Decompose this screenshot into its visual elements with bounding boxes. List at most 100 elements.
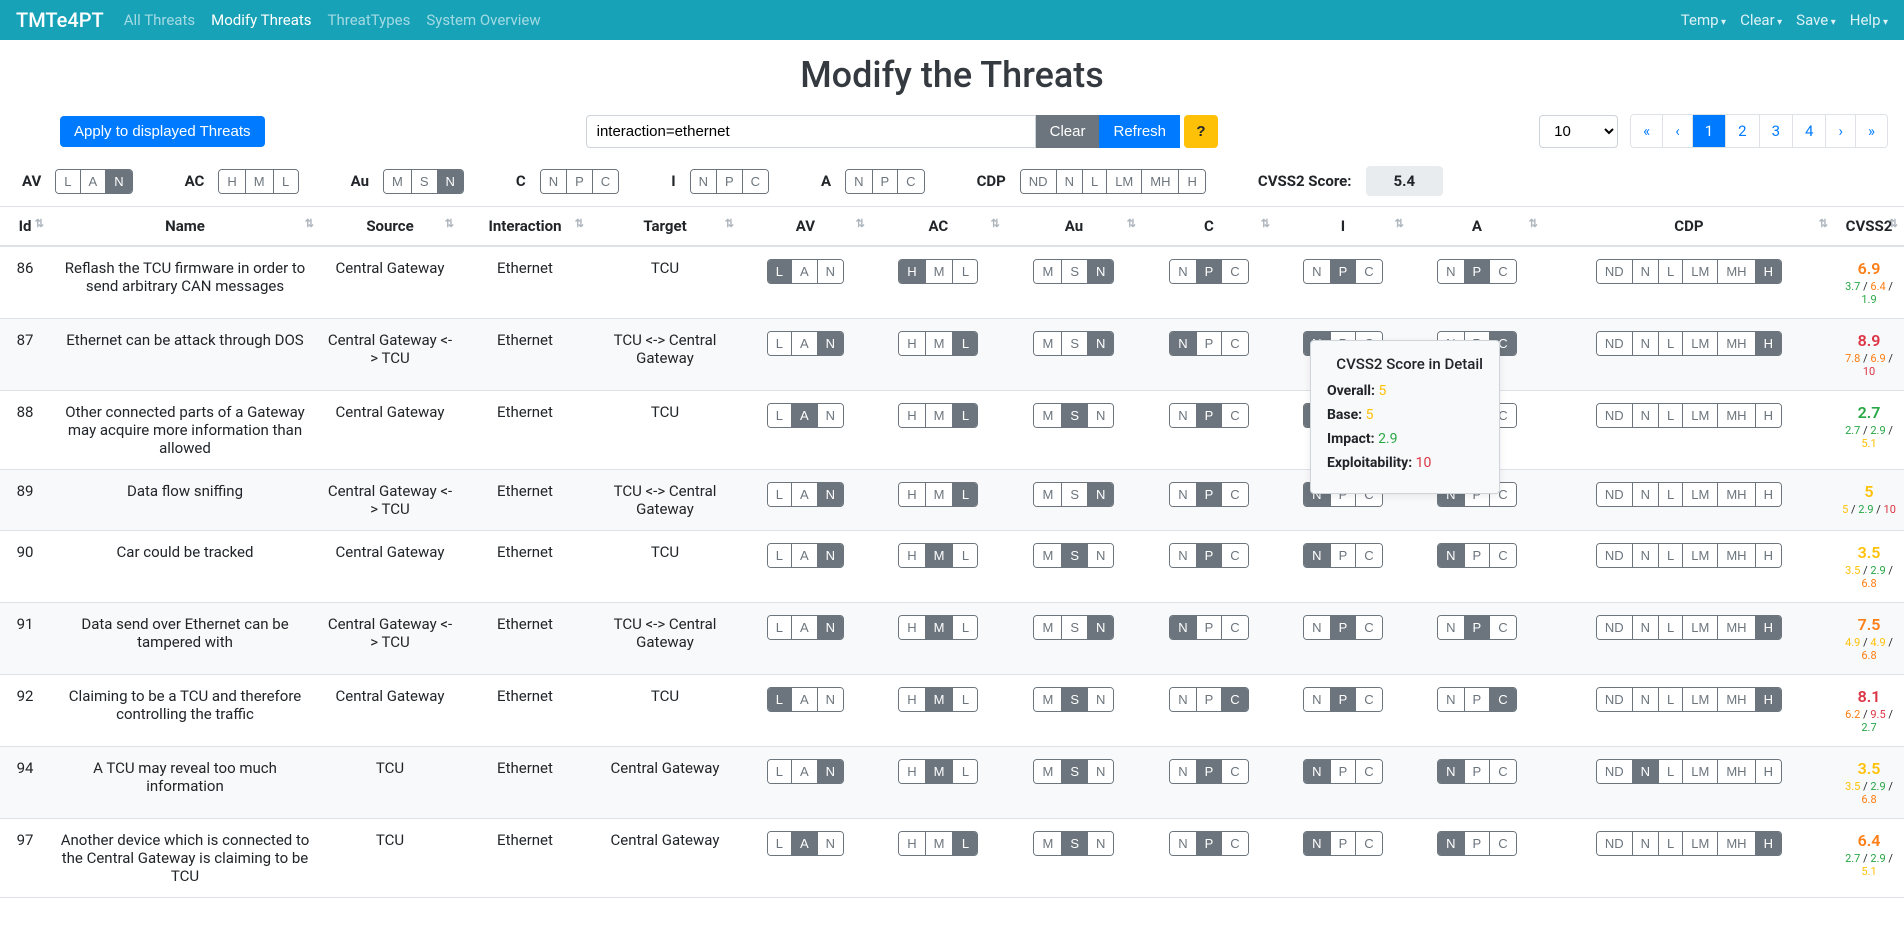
row-c-opt-c[interactable]: C bbox=[1222, 260, 1247, 283]
row-au-opt-n[interactable]: N bbox=[1088, 260, 1113, 283]
row-c-opt-p[interactable]: P bbox=[1197, 260, 1223, 283]
row-c-opt-n[interactable]: N bbox=[1170, 260, 1196, 283]
row-av-opt-a[interactable]: A bbox=[792, 760, 818, 783]
row-cdp-opt-mh[interactable]: MH bbox=[1718, 832, 1755, 855]
row-av-opt-l[interactable]: L bbox=[768, 544, 792, 567]
page-item[interactable]: « bbox=[1631, 115, 1663, 147]
global-a-opt-c[interactable]: C bbox=[898, 170, 923, 193]
filter-input[interactable] bbox=[586, 115, 1036, 148]
row-i-opt-p[interactable]: P bbox=[1331, 760, 1357, 783]
row-ac-opt-m[interactable]: M bbox=[926, 332, 954, 355]
row-ac-opt-m[interactable]: M bbox=[926, 260, 954, 283]
row-c-opt-n[interactable]: N bbox=[1170, 404, 1196, 427]
row-cdp-opt-h[interactable]: H bbox=[1756, 544, 1781, 567]
page-item[interactable]: 4 bbox=[1793, 115, 1826, 147]
page-item[interactable]: » bbox=[1856, 115, 1887, 147]
page-item[interactable]: 2 bbox=[1726, 115, 1759, 147]
row-ac-opt-l[interactable]: L bbox=[953, 832, 977, 855]
global-cdp-opt-mh[interactable]: MH bbox=[1142, 170, 1179, 193]
row-au-opt-m[interactable]: M bbox=[1034, 332, 1062, 355]
row-cdp-opt-h[interactable]: H bbox=[1756, 760, 1781, 783]
row-a-opt-c[interactable]: C bbox=[1490, 260, 1515, 283]
row-cdp-opt-mh[interactable]: MH bbox=[1718, 688, 1755, 711]
row-c-opt-p[interactable]: P bbox=[1197, 832, 1223, 855]
row-cdp-opt-mh[interactable]: MH bbox=[1718, 760, 1755, 783]
row-au-opt-m[interactable]: M bbox=[1034, 688, 1062, 711]
col-header-target[interactable]: Target⇅ bbox=[590, 207, 740, 246]
row-a-opt-p[interactable]: P bbox=[1465, 260, 1491, 283]
row-cdp-opt-lm[interactable]: LM bbox=[1683, 688, 1718, 711]
row-av-opt-l[interactable]: L bbox=[768, 688, 792, 711]
row-i-opt-p[interactable]: P bbox=[1331, 832, 1357, 855]
row-au-opt-n[interactable]: N bbox=[1088, 404, 1113, 427]
row-cdp-opt-l[interactable]: L bbox=[1659, 404, 1683, 427]
row-cdp-opt-mh[interactable]: MH bbox=[1718, 544, 1755, 567]
row-au-opt-s[interactable]: S bbox=[1062, 688, 1088, 711]
global-a-opt-n[interactable]: N bbox=[846, 170, 872, 193]
row-au-opt-m[interactable]: M bbox=[1034, 260, 1062, 283]
global-cdp-opt-nd[interactable]: ND bbox=[1021, 170, 1057, 193]
row-cdp-opt-nd[interactable]: ND bbox=[1597, 688, 1633, 711]
row-ac-opt-h[interactable]: H bbox=[899, 688, 925, 711]
row-ac-opt-l[interactable]: L bbox=[953, 332, 977, 355]
row-a-opt-p[interactable]: P bbox=[1465, 760, 1491, 783]
row-cdp-opt-h[interactable]: H bbox=[1756, 260, 1781, 283]
row-cdp-opt-l[interactable]: L bbox=[1659, 616, 1683, 639]
row-ac-opt-h[interactable]: H bbox=[899, 760, 925, 783]
row-cdp-opt-lm[interactable]: LM bbox=[1683, 332, 1718, 355]
row-c-opt-c[interactable]: C bbox=[1222, 616, 1247, 639]
row-i-opt-c[interactable]: C bbox=[1356, 760, 1381, 783]
row-av-opt-l[interactable]: L bbox=[768, 483, 792, 506]
col-header-interaction[interactable]: Interaction⇅ bbox=[460, 207, 590, 246]
row-au-opt-n[interactable]: N bbox=[1088, 332, 1113, 355]
row-c-opt-p[interactable]: P bbox=[1197, 616, 1223, 639]
row-au-opt-m[interactable]: M bbox=[1034, 616, 1062, 639]
col-header-source[interactable]: Source⇅ bbox=[320, 207, 460, 246]
global-c-opt-n[interactable]: N bbox=[541, 170, 567, 193]
row-c-opt-c[interactable]: C bbox=[1222, 688, 1247, 711]
row-a-opt-c[interactable]: C bbox=[1490, 544, 1515, 567]
row-ac-opt-h[interactable]: H bbox=[899, 260, 925, 283]
row-i-opt-c[interactable]: C bbox=[1356, 260, 1381, 283]
row-cdp-opt-nd[interactable]: ND bbox=[1597, 260, 1633, 283]
row-cdp-opt-n[interactable]: N bbox=[1633, 404, 1659, 427]
row-ac-opt-h[interactable]: H bbox=[899, 832, 925, 855]
row-cdp-opt-mh[interactable]: MH bbox=[1718, 404, 1755, 427]
row-i-opt-n[interactable]: N bbox=[1304, 688, 1330, 711]
row-ac-opt-l[interactable]: L bbox=[953, 483, 977, 506]
row-au-opt-m[interactable]: M bbox=[1034, 760, 1062, 783]
row-i-opt-p[interactable]: P bbox=[1331, 616, 1357, 639]
global-av-opt-n[interactable]: N bbox=[106, 170, 131, 193]
row-cdp-opt-mh[interactable]: MH bbox=[1718, 260, 1755, 283]
row-ac-opt-h[interactable]: H bbox=[899, 616, 925, 639]
row-av-opt-a[interactable]: A bbox=[792, 832, 818, 855]
row-a-opt-c[interactable]: C bbox=[1490, 760, 1515, 783]
nav-link-threattypes[interactable]: ThreatTypes bbox=[328, 11, 411, 29]
row-c-opt-p[interactable]: P bbox=[1197, 483, 1223, 506]
row-cdp-opt-n[interactable]: N bbox=[1633, 483, 1659, 506]
col-header-cdp[interactable]: CDP⇅ bbox=[1544, 207, 1834, 246]
row-c-opt-n[interactable]: N bbox=[1170, 544, 1196, 567]
row-cdp-opt-mh[interactable]: MH bbox=[1718, 332, 1755, 355]
row-i-opt-p[interactable]: P bbox=[1331, 260, 1357, 283]
row-cdp-opt-nd[interactable]: ND bbox=[1597, 544, 1633, 567]
row-cdp-opt-lm[interactable]: LM bbox=[1683, 616, 1718, 639]
page-item[interactable]: › bbox=[1826, 115, 1856, 147]
page-item[interactable]: 3 bbox=[1760, 115, 1793, 147]
row-a-opt-c[interactable]: C bbox=[1490, 832, 1515, 855]
row-cdp-opt-h[interactable]: H bbox=[1756, 688, 1781, 711]
row-cdp-opt-l[interactable]: L bbox=[1659, 688, 1683, 711]
row-c-opt-p[interactable]: P bbox=[1197, 544, 1223, 567]
row-au-opt-m[interactable]: M bbox=[1034, 483, 1062, 506]
row-a-opt-c[interactable]: C bbox=[1490, 688, 1515, 711]
row-cdp-opt-nd[interactable]: ND bbox=[1597, 760, 1633, 783]
row-av-opt-n[interactable]: N bbox=[818, 332, 843, 355]
row-i-opt-c[interactable]: C bbox=[1356, 544, 1381, 567]
global-c-opt-p[interactable]: P bbox=[567, 170, 593, 193]
row-av-opt-l[interactable]: L bbox=[768, 332, 792, 355]
row-i-opt-n[interactable]: N bbox=[1304, 760, 1330, 783]
row-av-opt-a[interactable]: A bbox=[792, 332, 818, 355]
refresh-button[interactable]: Refresh bbox=[1099, 115, 1180, 148]
row-cdp-opt-h[interactable]: H bbox=[1756, 832, 1781, 855]
row-i-opt-n[interactable]: N bbox=[1304, 544, 1330, 567]
